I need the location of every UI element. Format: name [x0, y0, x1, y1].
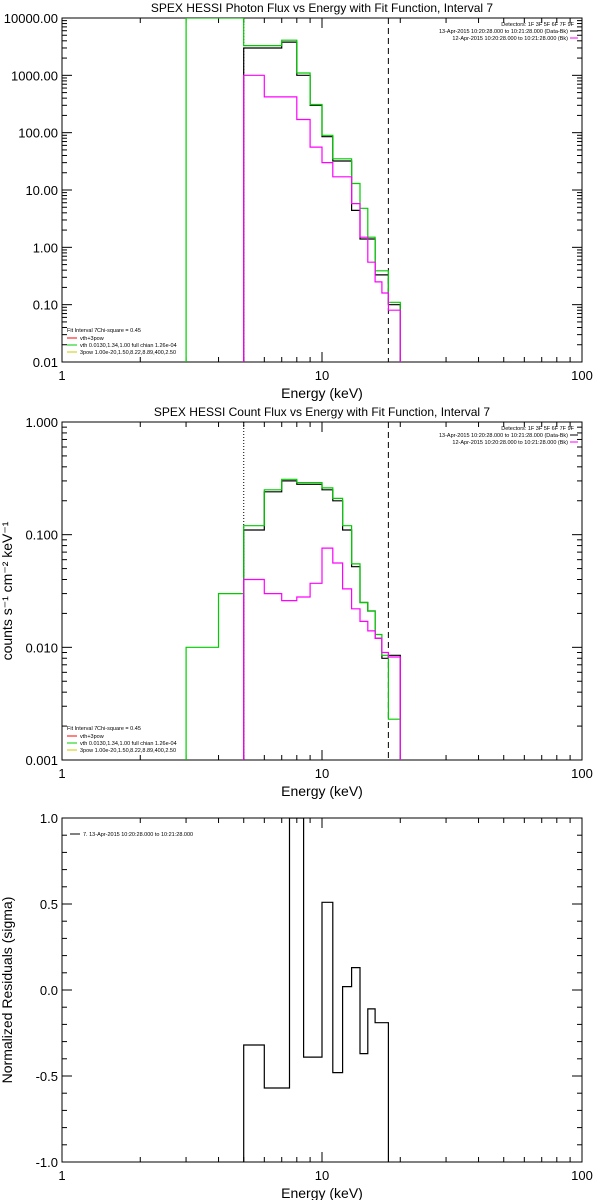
chart-panel-1: SPEX HESSI Photon Flux vs Energy with Fi…: [4, 1, 593, 401]
fit-interval-label: Fit Interval 7: [67, 328, 97, 334]
x-axis-label: Energy (keV): [281, 783, 363, 799]
fit-interval-label: Fit Interval 7: [67, 726, 97, 732]
data-series-2-step-line: [185, 18, 401, 362]
y-tick-label: 0.01: [33, 355, 58, 370]
x-tick-label: 1: [58, 766, 65, 781]
y-tick-label: 0.0: [40, 983, 58, 998]
legend-entry: 3pow 1.00e-20,1.50,8.22,8.89,400,2.50: [80, 350, 176, 356]
x-tick-label: 1: [58, 1168, 65, 1183]
chart-title: SPEX HESSI Count Flux vs Energy with Fit…: [154, 405, 490, 419]
chart-title: SPEX HESSI Photon Flux vs Energy with Fi…: [151, 1, 493, 15]
y-tick-label: 0.100: [25, 528, 58, 543]
data-series-2-step-line: [185, 478, 401, 760]
legend-entry: vth 0.0130,1.34,1.00 full chian 1.26e-04: [80, 343, 177, 349]
chi-square-label: Chi-square = 0.45: [97, 726, 141, 732]
data-area: [243, 818, 389, 1162]
x-tick-label: 1: [58, 368, 65, 383]
legend-entry: vth+3pow: [80, 336, 104, 342]
legend-entry: vth 0.0130,1.34,1.00 full chian 1.26e-04: [80, 741, 177, 747]
data-series-3-step-line: [243, 74, 401, 362]
y-tick-label: 1.00: [33, 240, 58, 255]
y-tick-label: 10.00: [25, 183, 58, 198]
data-series-1-step-line: [243, 818, 389, 1162]
time-interval-label: 12-Apr-2015 10:20:28.000 to 10:21:28.000…: [452, 440, 568, 446]
legend-entry: 3pow 1.00e-20,1.50,8.22,8.89,400,2.50: [80, 748, 176, 754]
plot-frame: [61, 17, 583, 363]
y-axis-label: counts s⁻¹ cm⁻² keV⁻¹: [0, 521, 15, 660]
legend-entry: vth+3pow: [80, 734, 104, 740]
detectors-label: Detectors: 1F 3F 5F 6F 7F 9F: [501, 22, 574, 28]
x-tick-label: 10: [315, 766, 329, 781]
y-tick-label: 1000.00: [11, 68, 58, 83]
chart-panel-2: SPEX HESSI Count Flux vs Energy with Fit…: [0, 405, 593, 799]
y-tick-label: 1.0: [40, 811, 58, 826]
detectors-label: Detectors: 1F 3F 5F 6F 7F 9F: [501, 426, 574, 432]
data-series-3-step-line: [243, 547, 401, 760]
chart-panel-3: 1 10 100 Energy (keV) -1.0 -0.5 0.0 0.5 1.0 Norma…: [0, 811, 593, 1200]
chi-square-label: Chi-square = 0.45: [97, 328, 141, 334]
x-tick-label: 10: [315, 368, 329, 383]
x-axis-label: Energy (keV): [281, 385, 363, 401]
y-tick-label: 1.000: [25, 415, 58, 430]
data-area: [185, 422, 401, 760]
x-tick-label: 100: [571, 766, 593, 781]
data-series-1-step-line: [243, 41, 401, 362]
time-interval-label: 13-Apr-2015 10:20:28.000 to 10:21:28.000…: [439, 29, 568, 35]
y-tick-label: -1.0: [36, 1155, 58, 1170]
plot-frame: [61, 421, 583, 761]
x-tick-label: 100: [571, 368, 593, 383]
y-tick-label: 0.10: [33, 298, 58, 313]
data-series-1-step-line: [243, 480, 401, 760]
y-tick-label: -0.5: [36, 1069, 58, 1084]
y-tick-label: 0.5: [40, 897, 58, 912]
time-interval-label: 13-Apr-2015 10:20:28.000 to 10:21:28.000…: [439, 433, 568, 439]
y-tick-label: 100.00: [18, 126, 58, 141]
data-area: [185, 18, 401, 362]
x-tick-label: 100: [571, 1168, 593, 1183]
x-axis-label: Energy (keV): [281, 1185, 363, 1200]
time-interval-label: 12-Apr-2015 10:20:28.000 to 10:21:28.000…: [452, 36, 568, 42]
x-tick-label: 10: [315, 1168, 329, 1183]
y-tick-label: 0.001: [25, 753, 58, 768]
y-axis-label: Normalized Residuals (sigma): [0, 897, 15, 1084]
y-tick-label: 10000.00: [4, 11, 58, 26]
legend-entry: 7. 13-Apr-2015 10:20:28.000 to 10:21:28.…: [83, 832, 193, 838]
y-tick-label: 0.010: [25, 640, 58, 655]
